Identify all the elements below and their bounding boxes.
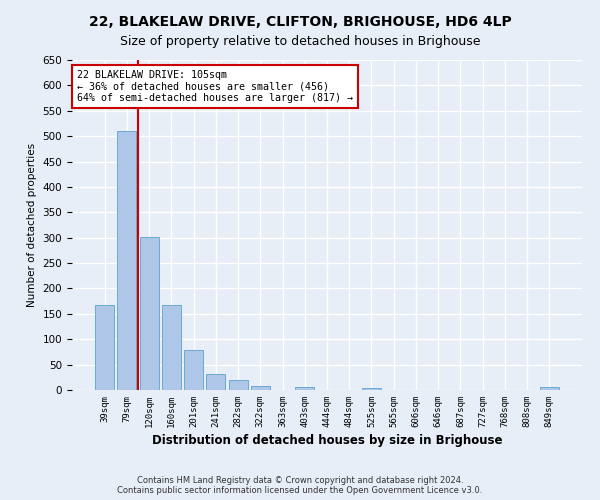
Bar bbox=[540, 388, 559, 390]
Y-axis label: Number of detached properties: Number of detached properties bbox=[27, 143, 37, 307]
Bar bbox=[95, 305, 114, 390]
Text: 22, BLAKELAW DRIVE, CLIFTON, BRIGHOUSE, HD6 4LP: 22, BLAKELAW DRIVE, CLIFTON, BRIGHOUSE, … bbox=[89, 15, 511, 29]
Bar bbox=[362, 388, 381, 390]
Text: Contains HM Land Registry data © Crown copyright and database right 2024.
Contai: Contains HM Land Registry data © Crown c… bbox=[118, 476, 482, 495]
Text: 22 BLAKELAW DRIVE: 105sqm
← 36% of detached houses are smaller (456)
64% of semi: 22 BLAKELAW DRIVE: 105sqm ← 36% of detac… bbox=[77, 70, 353, 103]
Bar bbox=[162, 305, 181, 390]
Bar bbox=[295, 388, 314, 390]
Bar bbox=[140, 236, 158, 390]
Bar bbox=[184, 350, 203, 390]
Text: Size of property relative to detached houses in Brighouse: Size of property relative to detached ho… bbox=[120, 35, 480, 48]
Bar bbox=[251, 386, 270, 390]
Bar bbox=[118, 130, 136, 390]
X-axis label: Distribution of detached houses by size in Brighouse: Distribution of detached houses by size … bbox=[152, 434, 502, 447]
Bar bbox=[206, 374, 225, 390]
Bar bbox=[229, 380, 248, 390]
